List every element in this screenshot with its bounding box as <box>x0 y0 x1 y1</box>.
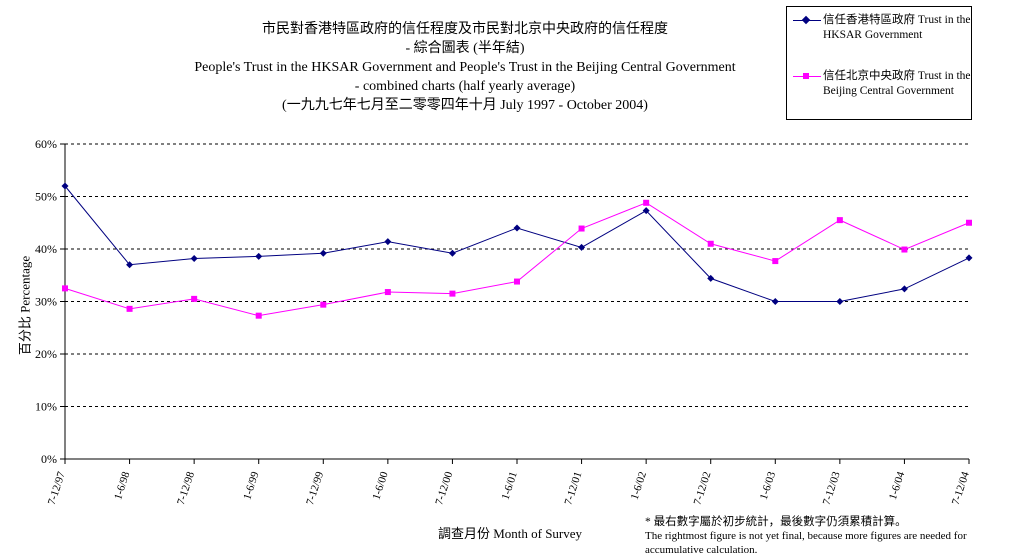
data-point-beijing <box>707 240 714 247</box>
x-tick-label: 7-12/02 <box>692 470 714 506</box>
data-point-beijing <box>901 246 908 253</box>
data-point-beijing <box>62 285 68 292</box>
data-point-hksar <box>319 249 327 257</box>
legend: 信任香港特區政府 Trust in the HKSAR Government 信… <box>786 6 972 120</box>
data-point-hksar <box>190 254 198 262</box>
legend-marker-hksar <box>793 20 821 21</box>
x-tick-label: 7-12/03 <box>821 470 843 507</box>
data-point-beijing <box>578 225 585 232</box>
data-point-hksar <box>513 224 521 232</box>
series-line-1 <box>64 202 970 317</box>
data-point-beijing <box>514 278 520 285</box>
data-point-hksar <box>900 285 908 293</box>
data-point-beijing <box>966 219 972 226</box>
x-tick-label: 1-6/00 <box>370 470 390 501</box>
y-tick-label: 60% <box>35 137 57 151</box>
x-tick-label: 7-12/97 <box>46 470 68 507</box>
x-tick-label: 7-12/04 <box>950 470 972 507</box>
y-tick-label: 50% <box>35 190 57 204</box>
x-tick-label: 1-6/99 <box>241 470 261 501</box>
y-tick-label: 0% <box>41 452 57 466</box>
x-tick-label: 7-12/00 <box>433 470 455 507</box>
y-tick-label: 30% <box>35 295 57 309</box>
legend-marker-beijing <box>793 73 821 79</box>
data-point-beijing <box>255 312 262 319</box>
y-tick-label: 20% <box>35 347 57 361</box>
data-point-hksar <box>707 274 715 282</box>
data-point-hksar <box>384 238 392 246</box>
data-point-beijing <box>320 301 327 308</box>
y-tick-label: 40% <box>35 242 57 256</box>
legend-label-beijing: 信任北京中央政府 Trust in the Beijing Central Go… <box>823 70 971 97</box>
x-tick-label: 1-6/03 <box>758 470 778 501</box>
data-point-hksar <box>448 249 456 257</box>
x-tick-label: 7-12/99 <box>304 470 326 507</box>
x-tick-label: 7-12/01 <box>562 470 584 506</box>
data-point-hksar <box>836 298 844 305</box>
footnote-cn: * 最右數字屬於初步統計，最後數字仍須累積計算。 <box>645 516 907 528</box>
data-point-beijing <box>836 217 843 224</box>
x-axis-label: 調查月份 Month of Survey <box>437 526 583 541</box>
x-tick-label: 1-6/02 <box>629 470 649 501</box>
x-tick-label: 7-12/98 <box>175 470 197 507</box>
data-point-beijing <box>126 305 133 312</box>
data-point-hksar <box>642 207 650 215</box>
subtitle-line-cn: - 綜合圖表 (半年結) <box>405 41 525 56</box>
subtitle-line-en: - combined charts (half yearly average) <box>354 79 576 94</box>
data-point-beijing <box>643 199 650 206</box>
data-point-beijing <box>449 290 456 297</box>
chart-title: 市民對香港特區政府的信任程度及市民對北京中央政府的信任程度 - 綜合圖表 (半年… <box>180 20 750 115</box>
data-point-hksar <box>61 182 69 190</box>
data-point-hksar <box>126 261 134 269</box>
data-point-hksar <box>771 298 779 305</box>
data-point-hksar <box>255 252 263 260</box>
data-point-hksar <box>578 243 586 251</box>
data-point-beijing <box>191 295 198 302</box>
y-tick-label: 10% <box>35 400 57 414</box>
legend-label-hksar: 信任香港特區政府 Trust in the HKSAR Government <box>823 14 971 41</box>
title-line-en: People's Trust in the HKSAR Government a… <box>194 60 736 75</box>
footnote: * 最右數字屬於初步統計，最後數字仍須累積計算。 The rightmost f… <box>645 515 985 557</box>
data-point-hksar <box>965 254 973 262</box>
data-point-beijing <box>384 289 391 296</box>
title-period: (一九九七年七月至二零零四年十月 July 1997 - October 200… <box>282 98 648 113</box>
x-tick-label: 1-6/04 <box>887 470 907 501</box>
y-axis-label: 百分比 Percentage <box>17 255 33 356</box>
data-point-beijing <box>772 258 779 265</box>
x-tick-label: 1-6/01 <box>500 470 520 501</box>
footnote-en: The rightmost figure is not yet final, b… <box>645 530 967 556</box>
x-tick-label: 1-6/98 <box>112 470 132 501</box>
title-line-cn: 市民對香港特區政府的信任程度及市民對北京中央政府的信任程度 <box>262 22 668 37</box>
